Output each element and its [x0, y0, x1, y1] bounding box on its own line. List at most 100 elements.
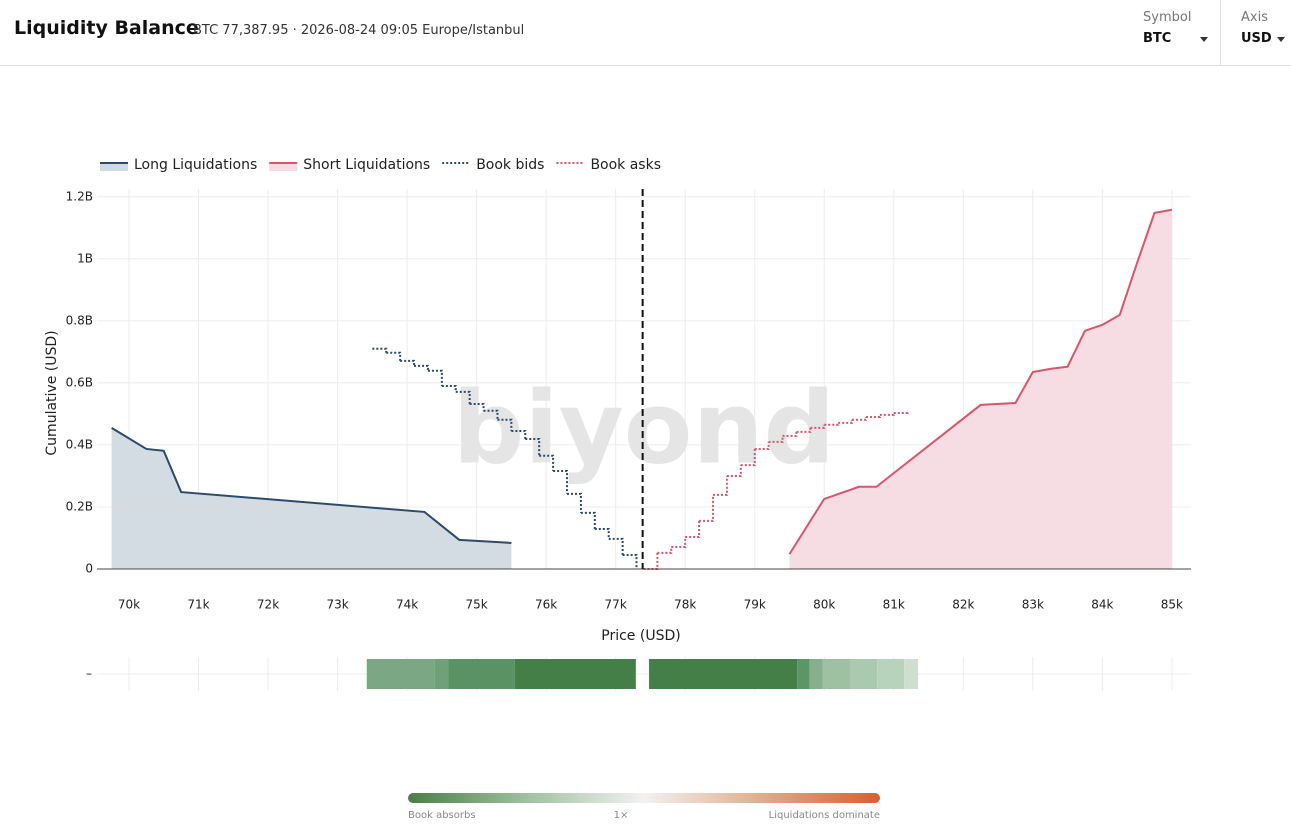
x-tick-label: 73k: [326, 598, 348, 612]
legend-item[interactable]: Book asks: [556, 157, 661, 173]
x-axis-title: Price (USD): [601, 628, 680, 644]
x-tick-label: 78k: [674, 598, 696, 612]
strip-cell: [514, 659, 636, 689]
strip-label: –: [86, 667, 92, 681]
dropdown-label: Axis: [1241, 10, 1268, 25]
strip-cell: [809, 659, 823, 689]
step-segment: [838, 419, 854, 424]
watermark: biyond: [453, 369, 836, 486]
dropdown-value: USD: [1241, 31, 1272, 46]
area-line: [111, 427, 512, 544]
legend-swatch-fill: [269, 163, 298, 171]
page-title: Liquidity Balance: [14, 17, 199, 39]
step-segment: [441, 384, 457, 392]
caret: [1277, 37, 1285, 42]
step-segment: [580, 511, 596, 529]
legend-label: Book bids: [476, 157, 544, 173]
step-segment: [713, 475, 728, 496]
step-segment: [865, 414, 881, 418]
x-tick-label: 74k: [396, 598, 418, 612]
strip-cell: [904, 659, 919, 689]
step-segment: [400, 359, 416, 366]
strip-cell: [434, 659, 449, 689]
x-tick-label: 85k: [1161, 598, 1183, 612]
step-segment: [469, 402, 485, 411]
step-segment: [386, 351, 402, 361]
step-segment: [754, 441, 770, 450]
step-segment: [427, 369, 443, 386]
step-segment: [566, 492, 582, 513]
y-tick-label: 0.2B: [66, 499, 93, 513]
step-segment: [740, 448, 756, 467]
legend-item[interactable]: Short Liquidations: [269, 157, 430, 173]
strip-cell: [849, 659, 878, 689]
strip-cell: [448, 659, 515, 689]
step-segment: [782, 431, 798, 437]
step-segment: [372, 347, 388, 353]
strip-cell: [797, 659, 810, 689]
x-tick-label: 75k: [466, 598, 488, 612]
step-segment: [594, 527, 610, 539]
step-segment: [525, 438, 541, 456]
legend-item[interactable]: Book bids: [442, 157, 544, 173]
step-segment: [643, 552, 659, 570]
colorbar-label: Liquidations dominate: [769, 810, 880, 821]
x-tick-label: 83k: [1022, 598, 1044, 612]
area-fill: [789, 209, 1172, 569]
area-line: [788, 208, 1173, 555]
x-tick-label: 82k: [952, 598, 974, 612]
step-segment: [768, 435, 784, 443]
step-segment: [685, 520, 701, 539]
x-tick-label: 81k: [883, 598, 905, 612]
legend-label: Short Liquidations: [303, 157, 430, 173]
step-segment: [893, 410, 909, 414]
y-axis-title: Cumulative (USD): [44, 330, 60, 455]
x-tick-label: 76k: [535, 598, 557, 612]
header: Liquidity Balance BTC 77,387.95 · 2026-0…: [0, 0, 1291, 66]
strip-cell: [822, 659, 850, 689]
step-segment: [511, 429, 527, 440]
legend-label: Long Liquidations: [134, 157, 257, 173]
y-tick-label: 0: [85, 562, 93, 576]
colorbar-label: 1×: [614, 810, 629, 821]
y-tick-label: 1B: [77, 251, 93, 265]
step-segment: [483, 409, 499, 420]
step-segment: [539, 454, 555, 471]
colorbar: [408, 793, 880, 803]
step-segment: [414, 364, 429, 371]
x-tick-label: 72k: [257, 598, 279, 612]
symbol-dropdown[interactable]: Symbol BTC: [1143, 10, 1213, 46]
y-tick-label: 0.8B: [66, 313, 93, 327]
legend-swatch-fill: [100, 163, 128, 171]
legend-item[interactable]: Long Liquidations: [100, 157, 257, 173]
x-tick-label: 70k: [118, 598, 140, 612]
step-segment: [699, 494, 715, 522]
step-segment: [726, 465, 742, 477]
area-fill: [111, 427, 512, 569]
colorbar-label: Book absorbs: [408, 810, 476, 821]
step-segment: [879, 412, 895, 416]
legend-label: Book asks: [590, 157, 661, 173]
step-segment: [553, 469, 568, 494]
dropdown-label: Symbol: [1143, 10, 1192, 25]
x-tick-label: 77k: [605, 598, 627, 612]
y-tick-label: 0.4B: [66, 437, 93, 451]
step-segment: [671, 537, 687, 548]
axis-dropdown[interactable]: Axis USD: [1241, 10, 1287, 46]
x-tick-label: 84k: [1091, 598, 1113, 612]
dropdown-value: BTC: [1143, 31, 1172, 46]
step-segment: [810, 424, 826, 429]
x-tick-label: 71k: [187, 598, 209, 612]
step-segment: [852, 417, 867, 421]
caret: [1200, 37, 1208, 42]
step-segment: [608, 537, 624, 556]
strip-cell: [366, 659, 435, 689]
y-tick-label: 0.6B: [66, 375, 93, 389]
strip-cell: [877, 659, 905, 689]
step-segment: [824, 422, 840, 426]
strip-cell: [649, 659, 798, 689]
step-segment: [622, 554, 638, 569]
x-tick-label: 80k: [813, 598, 835, 612]
